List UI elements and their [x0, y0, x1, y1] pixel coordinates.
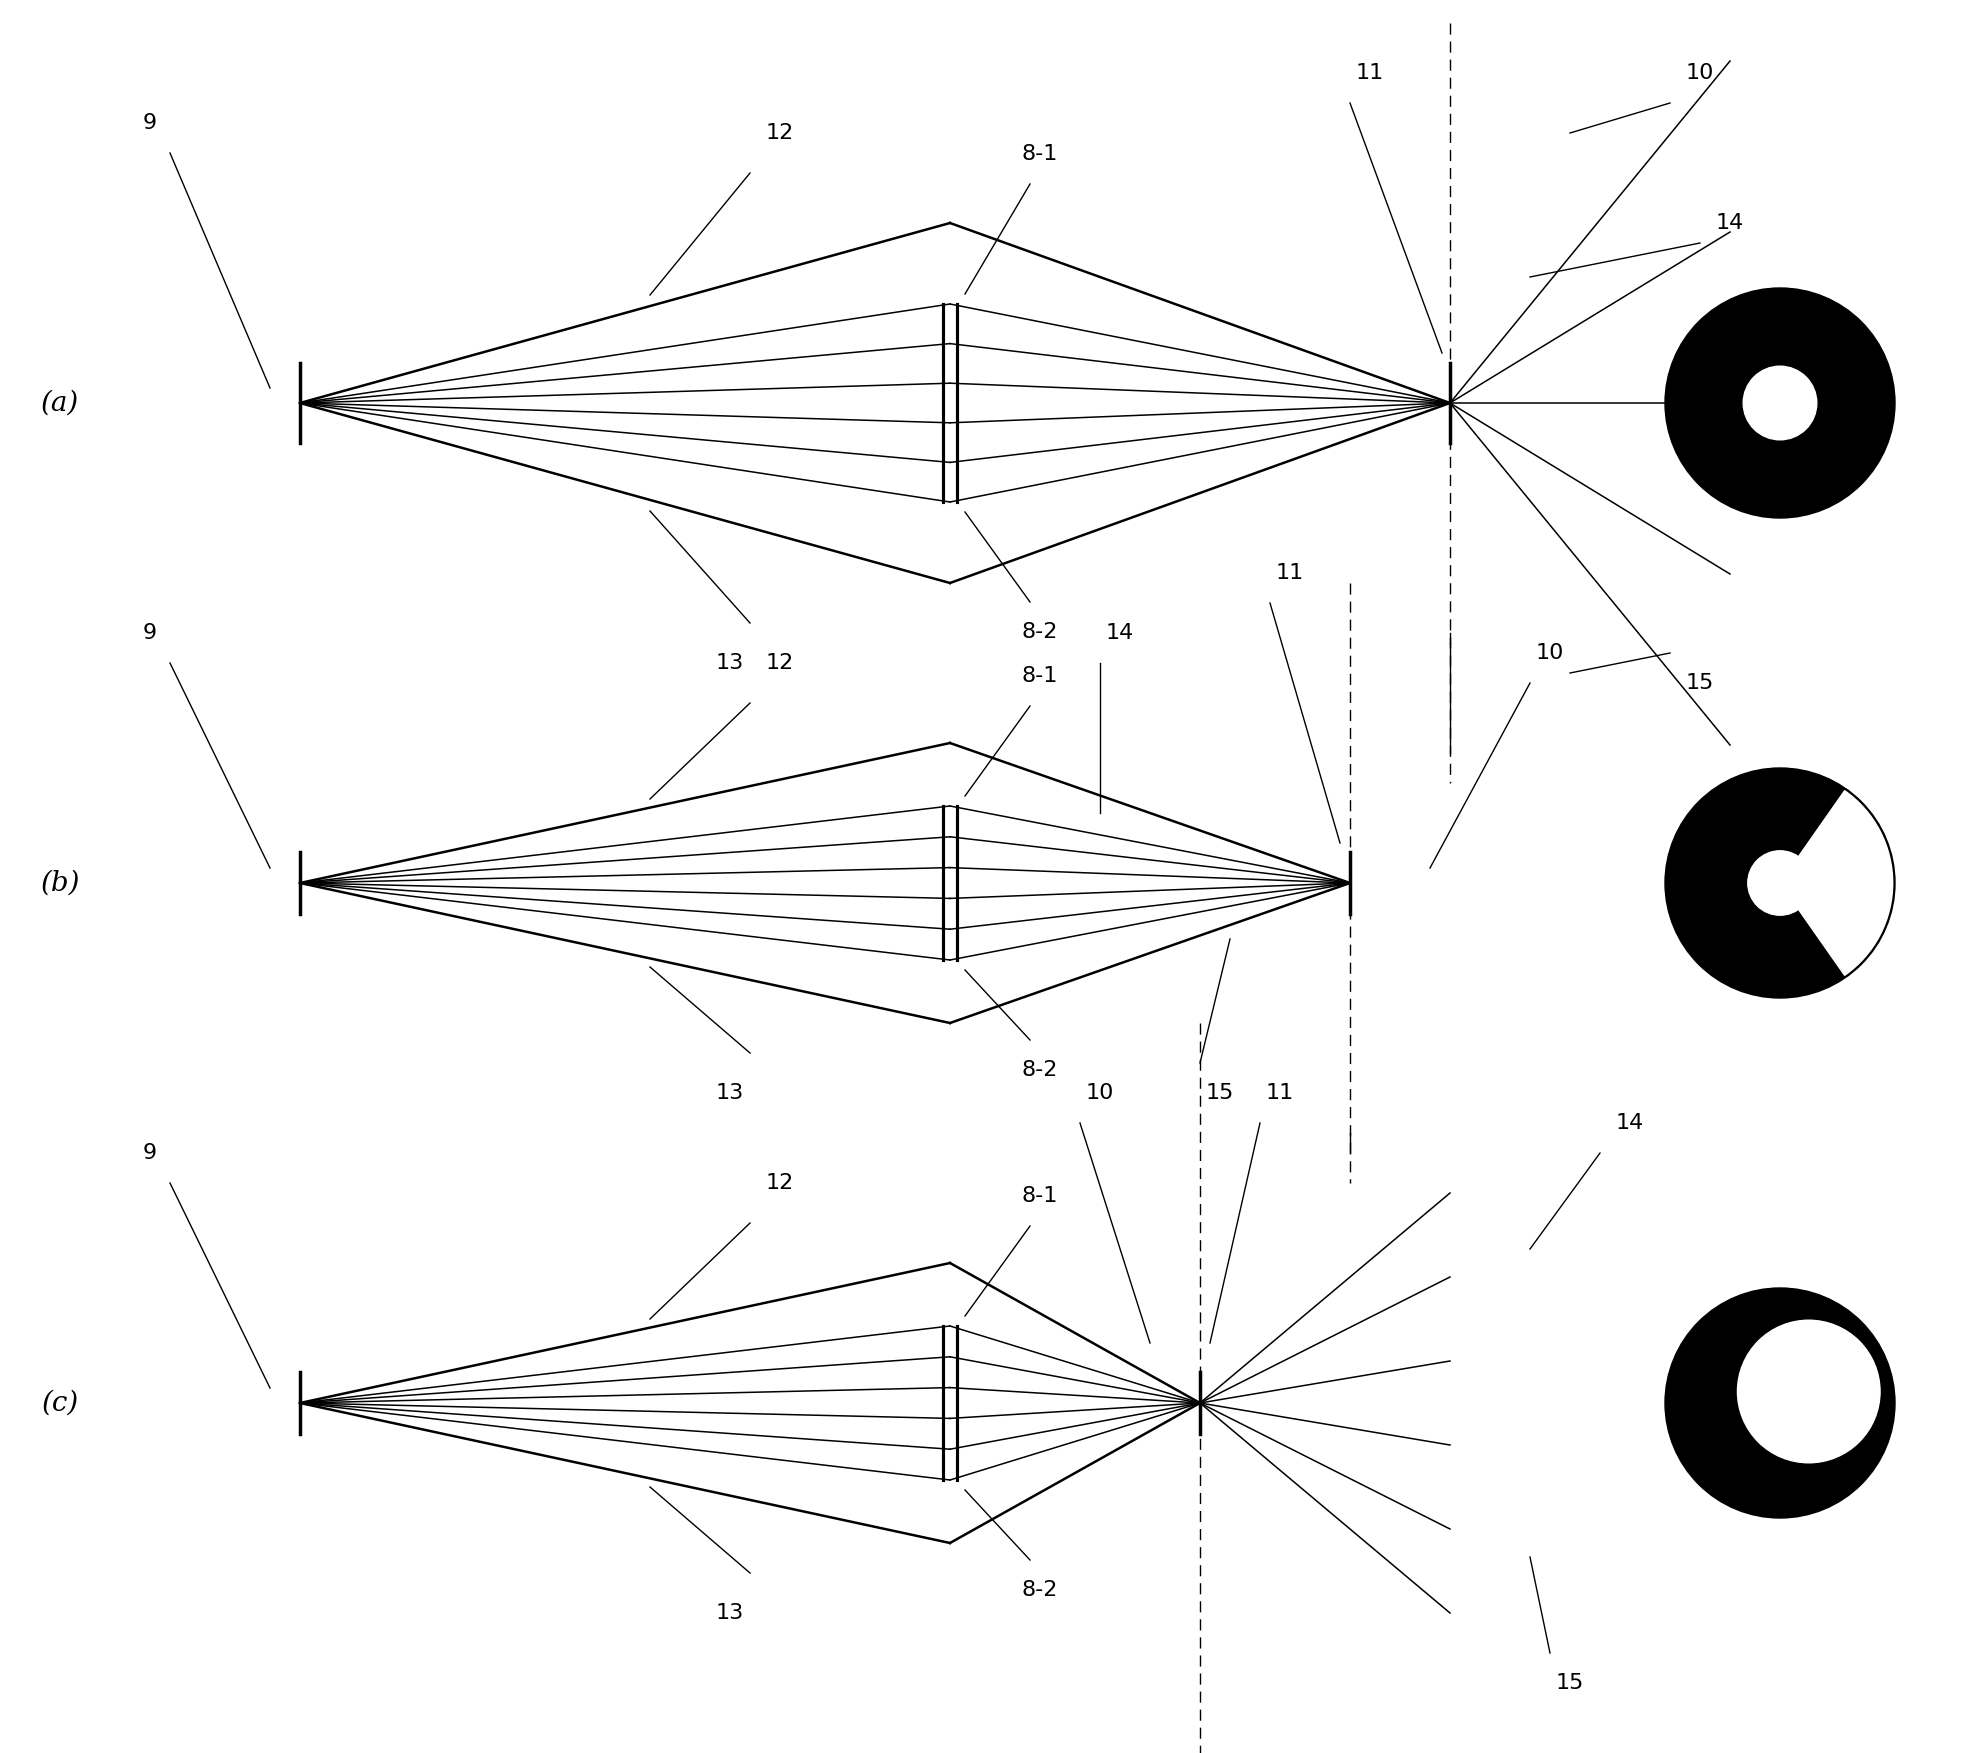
Text: 14: 14: [1105, 622, 1135, 643]
Circle shape: [1746, 850, 1812, 915]
Text: 8-2: 8-2: [1022, 622, 1057, 642]
Text: 8-1: 8-1: [1022, 1187, 1057, 1206]
Text: 9: 9: [143, 1143, 156, 1162]
Circle shape: [1663, 287, 1895, 517]
Text: 8-1: 8-1: [1022, 144, 1057, 165]
Text: 13: 13: [715, 1083, 744, 1103]
Text: 9: 9: [143, 112, 156, 133]
Text: 8-2: 8-2: [1022, 1061, 1057, 1080]
Text: 11: 11: [1275, 563, 1303, 584]
Text: 12: 12: [766, 1173, 794, 1194]
Text: 14: 14: [1715, 214, 1742, 233]
Circle shape: [1742, 366, 1816, 440]
Text: 13: 13: [715, 1602, 744, 1623]
Text: 8-2: 8-2: [1022, 1579, 1057, 1600]
Circle shape: [1736, 1320, 1879, 1462]
Wedge shape: [1780, 791, 1891, 975]
Text: 14: 14: [1616, 1113, 1643, 1132]
Text: 11: 11: [1265, 1083, 1293, 1103]
Text: 10: 10: [1085, 1083, 1113, 1103]
Text: 8-1: 8-1: [1022, 666, 1057, 685]
Text: (a): (a): [42, 389, 79, 417]
Circle shape: [1663, 768, 1895, 997]
Text: 15: 15: [1206, 1083, 1234, 1103]
Text: 12: 12: [766, 654, 794, 673]
Text: 10: 10: [1685, 63, 1713, 82]
Text: 9: 9: [143, 622, 156, 643]
Text: 12: 12: [766, 123, 794, 144]
Text: 15: 15: [1685, 673, 1713, 692]
Circle shape: [1663, 1288, 1895, 1518]
Text: (b): (b): [40, 869, 79, 896]
Text: 11: 11: [1354, 63, 1384, 82]
Text: 13: 13: [715, 654, 744, 673]
Text: 15: 15: [1554, 1672, 1584, 1693]
Text: (c): (c): [42, 1390, 79, 1416]
Text: 10: 10: [1534, 643, 1564, 663]
